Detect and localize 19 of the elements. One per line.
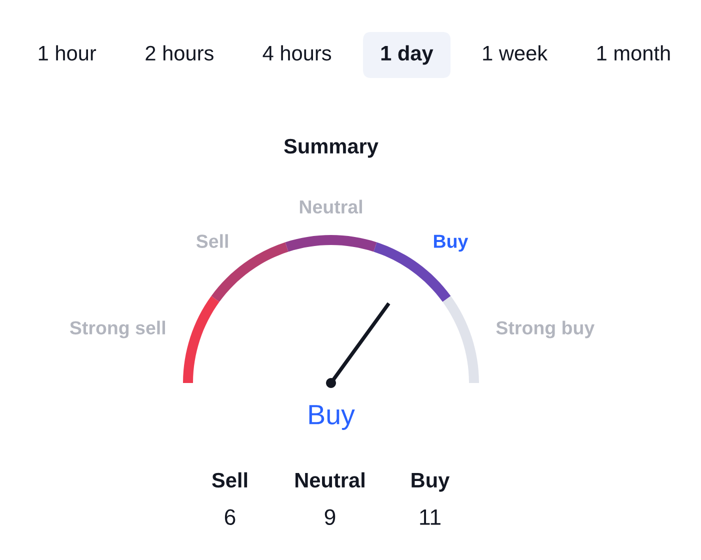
category-label: 1 week	[483, 45, 548, 61]
slice-label: Buy	[434, 234, 468, 252]
category-label: 1 month	[597, 45, 670, 61]
category-label: Neutral	[296, 472, 364, 488]
slice-label: Sell	[196, 234, 228, 248]
data-label: 6	[224, 509, 236, 525]
category-label: 1 day	[381, 45, 434, 65]
category-label: Sell	[212, 472, 248, 488]
slice-label: Strong buy	[496, 320, 595, 338]
category-label: Buy	[412, 473, 450, 492]
category-label: 2 hours	[146, 45, 214, 61]
text: Buy	[309, 405, 355, 430]
category-label: 4 hours	[262, 45, 332, 61]
data-label: 9	[324, 509, 336, 525]
slice-label: Strong sell	[70, 320, 165, 338]
chart-title: Summary	[284, 138, 378, 158]
slice-label: Neutral	[300, 200, 362, 214]
data-label: 11	[420, 509, 440, 525]
category-label: 1 hour	[38, 45, 96, 61]
